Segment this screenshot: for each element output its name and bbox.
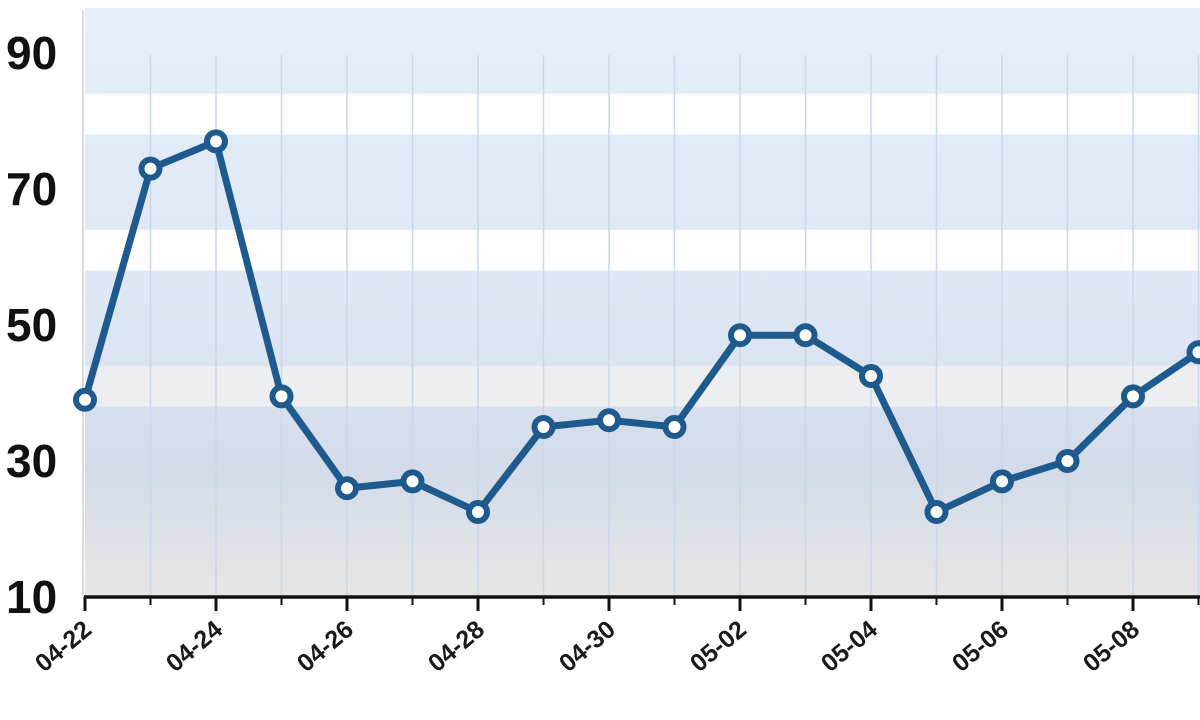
data-point [269, 384, 294, 409]
data-point [204, 129, 228, 154]
x-tick-label: 05-02 [685, 615, 752, 678]
data-point [728, 323, 752, 348]
grid-band-light [85, 365, 1200, 407]
x-tick-label: 05-06 [947, 615, 1014, 678]
y-tick-label: 50 [6, 299, 57, 351]
x-tick-label: 05-04 [816, 615, 883, 678]
data-point [400, 469, 425, 494]
y-axis-labels: 10 30 50 70 90 [6, 27, 57, 623]
x-tick-label: 04-22 [30, 615, 97, 678]
axes [82, 10, 1200, 611]
x-tick-label: 05-08 [1078, 615, 1145, 678]
data-point [1121, 384, 1145, 409]
data-point [859, 364, 883, 388]
data-point [793, 323, 818, 348]
series-group [73, 129, 1200, 524]
x-tick-label: 04-30 [554, 615, 621, 678]
data-point [335, 476, 359, 501]
x-tick-label: 04-24 [161, 615, 228, 678]
data-point [597, 408, 621, 433]
y-tick-label: 10 [6, 571, 57, 623]
data-point [990, 469, 1014, 494]
data-point [662, 415, 687, 439]
plot-background [85, 8, 1200, 597]
data-point [1055, 449, 1080, 473]
x-tick-label: 04-26 [292, 615, 359, 678]
data-point [73, 387, 97, 412]
y-tick-label: 70 [6, 163, 57, 215]
y-tick-label: 90 [6, 27, 57, 79]
data-point [924, 500, 949, 524]
data-point [531, 415, 556, 439]
data-point [466, 500, 490, 524]
grid-band-light [85, 93, 1200, 135]
data-point [138, 156, 163, 181]
data-point [1186, 340, 1200, 365]
x-tick-label: 04-28 [423, 615, 490, 678]
grid-band-light [85, 229, 1200, 271]
x-axis-labels: 04-22 04-24 04-26 04-28 04-30 05-02 05-04 05-06… [30, 615, 1145, 678]
y-tick-label: 30 [6, 435, 57, 487]
